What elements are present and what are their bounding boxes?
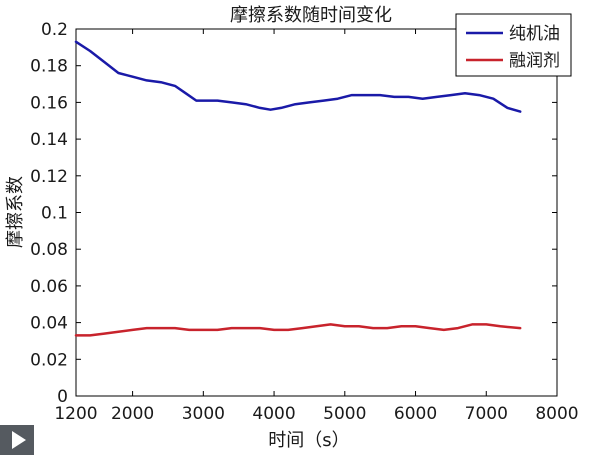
series-line-0 bbox=[74, 40, 522, 113]
x-tick-label: 2000 bbox=[111, 404, 154, 424]
x-tick-label: 4000 bbox=[252, 404, 295, 424]
legend-box bbox=[455, 13, 572, 77]
plot-frame bbox=[75, 28, 558, 397]
x-tick-label: 7000 bbox=[465, 404, 508, 424]
legend: 纯机油 融润剂 bbox=[455, 13, 572, 77]
y-tick-label: 0 bbox=[57, 387, 68, 407]
y-tick-label: 0.2 bbox=[41, 20, 68, 40]
x-tick-label: 1200 bbox=[54, 404, 97, 424]
y-tick-label: 0.1 bbox=[41, 204, 68, 224]
legend-label-series-0: 纯机油 bbox=[509, 24, 560, 44]
y-tick-label: 0.18 bbox=[30, 57, 68, 77]
series-line-1 bbox=[74, 323, 522, 337]
x-tick-label: 5000 bbox=[323, 404, 366, 424]
x-axis-ticks: 1200 2000 3000 4000 5000 6000 7000 8000 bbox=[54, 29, 579, 424]
y-tick-label: 0.14 bbox=[30, 130, 68, 150]
y-tick-label: 0.02 bbox=[30, 350, 68, 370]
y-tick-label: 0.16 bbox=[30, 93, 68, 113]
play-icon bbox=[12, 431, 26, 449]
y-tick-label: 0.12 bbox=[30, 167, 68, 187]
series-layer bbox=[74, 40, 522, 337]
y-tick-label: 0.06 bbox=[30, 277, 68, 297]
play-button[interactable] bbox=[0, 425, 34, 455]
y-tick-label: 0.08 bbox=[30, 240, 68, 260]
y-axis-label: 摩擦系数 bbox=[5, 176, 26, 248]
x-tick-label: 3000 bbox=[182, 404, 225, 424]
x-tick-label: 8000 bbox=[535, 404, 578, 424]
x-tick-label: 6000 bbox=[394, 404, 437, 424]
y-axis-ticks: 0 0.02 0.04 0.06 0.08 0.1 0.12 0.14 0.16 0.18 0.2 bbox=[30, 20, 557, 407]
chart-title: 摩擦系数随时间变化 bbox=[230, 5, 392, 26]
x-axis-label: 时间（s） bbox=[268, 430, 349, 451]
y-tick-label: 0.04 bbox=[30, 314, 68, 334]
legend-label-series-1: 融润剂 bbox=[509, 51, 560, 71]
